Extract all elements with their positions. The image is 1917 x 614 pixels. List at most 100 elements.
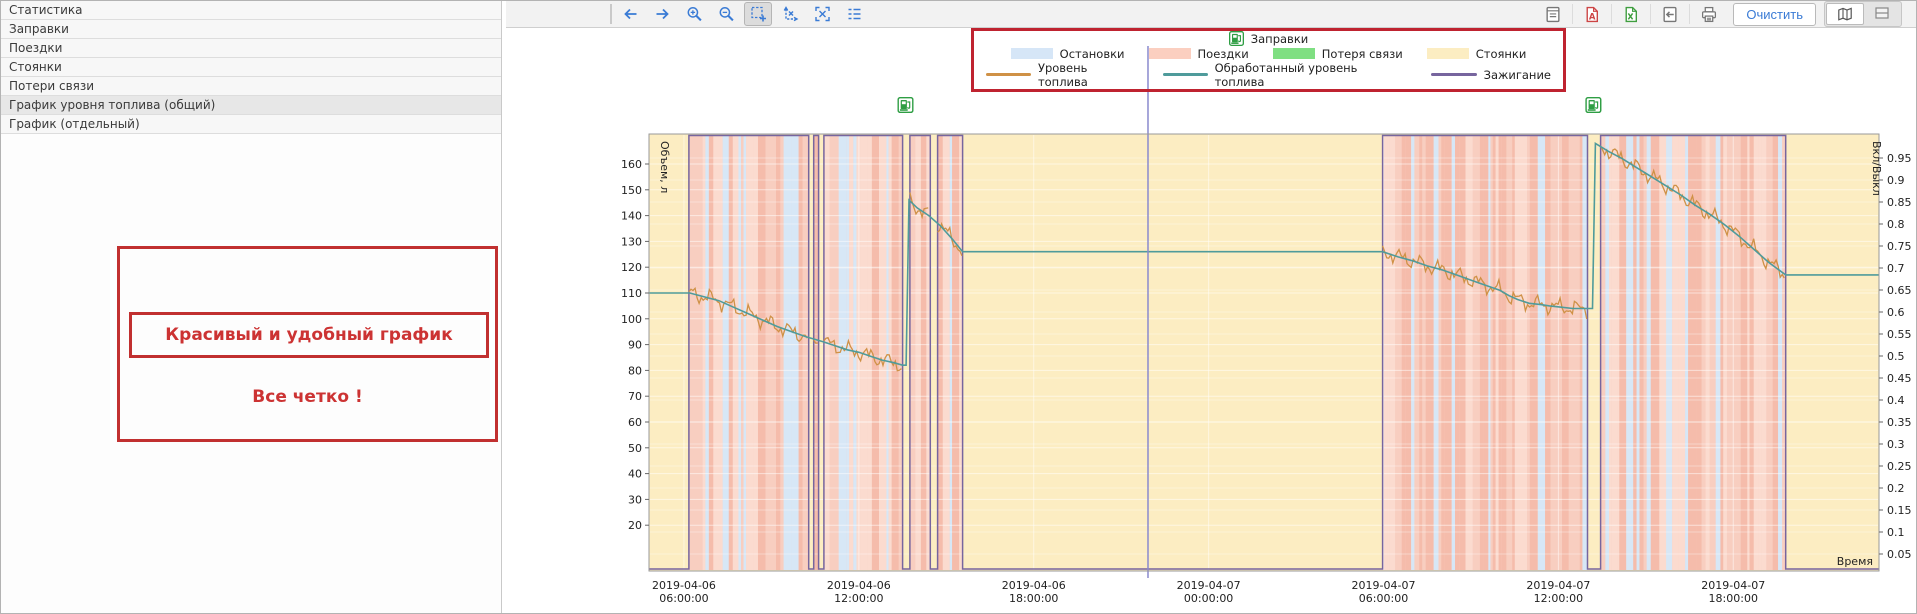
parking-background	[649, 134, 1879, 571]
right-axis-tick-label: 0.25	[1887, 460, 1912, 473]
x-axis-tick-date: 2019-04-07	[1526, 579, 1590, 592]
trip-region	[937, 135, 963, 570]
sidebar-item[interactable]: Потери связи	[1, 77, 501, 96]
fit-screen-icon	[814, 6, 831, 22]
refuel-marker-icon	[1585, 97, 1602, 113]
trip-region	[1600, 135, 1786, 570]
export-excel-icon	[1622, 6, 1640, 23]
trip-region	[823, 135, 903, 570]
refuel-marker-icon	[897, 97, 914, 113]
reset-scale-button[interactable]	[776, 2, 804, 26]
sidebar-item[interactable]: Статистика	[1, 1, 501, 20]
zoom-in-icon	[686, 6, 703, 22]
zoom-selection-button[interactable]	[744, 2, 772, 26]
left-axis-tick-label: 90	[628, 339, 642, 352]
right-axis-tick-label: 0.05	[1887, 548, 1912, 561]
svg-text:A: A	[1589, 12, 1596, 22]
right-axis-tick-label: 0.15	[1887, 504, 1912, 517]
legend-area-item: Потеря связи	[1272, 47, 1403, 61]
fuel-level-raw-series	[823, 336, 902, 372]
legend-line-item: Зажигание	[1430, 67, 1551, 82]
back-arrow-button[interactable]	[616, 2, 644, 26]
legend-refuel-label: Заправки	[1250, 31, 1309, 46]
annotation-line1: Красивый и удобный график	[165, 325, 453, 345]
zoom-out-button[interactable]	[712, 2, 740, 26]
x-axis-tick-date: 2019-04-07	[1352, 579, 1416, 592]
map-view-button[interactable]	[1826, 3, 1864, 25]
chart-toolbar: A Очистить	[506, 1, 1916, 28]
plot-border	[648, 133, 1880, 572]
fuel-pump-icon	[1228, 31, 1244, 47]
legend-swatch	[1010, 48, 1053, 59]
split-view-button[interactable]	[1864, 3, 1900, 23]
x-axis-tick-date: 2019-04-06	[1002, 579, 1066, 592]
chart-settings-button[interactable]	[840, 2, 868, 26]
x-axis-tick-time: 00:00:00	[1184, 592, 1233, 605]
left-axis-tick-label: 100	[621, 313, 642, 326]
print-icon	[1700, 6, 1718, 23]
x-axis-tick-time: 12:00:00	[1534, 592, 1583, 605]
toolbar-separator	[611, 4, 612, 24]
trip-region	[813, 135, 819, 570]
right-axis-tick-label: 0.95	[1887, 152, 1912, 165]
export-pdf-button[interactable]: A	[1578, 2, 1606, 26]
sidebar: Статистика Заправки Поездки Стоянки Потери с…	[1, 1, 502, 613]
sidebar-item[interactable]: График (отдельный)	[1, 115, 501, 134]
zoom-in-button[interactable]	[680, 2, 708, 26]
right-axis-tick-label: 0.6	[1887, 306, 1905, 319]
legend-area-item: Поездки	[1148, 46, 1249, 61]
right-axis-tick-label: 0.85	[1887, 196, 1912, 209]
left-axis-tick-label: 140	[621, 210, 642, 223]
toolbar-separator	[1611, 4, 1613, 24]
sidebar-item[interactable]: Заправки	[1, 20, 501, 39]
view-toggle-group	[1824, 1, 1902, 27]
left-axis-tick-label: 20	[628, 519, 642, 532]
export-excel-button[interactable]	[1617, 2, 1645, 26]
clear-button[interactable]: Очистить	[1733, 2, 1816, 26]
ignition-series	[649, 134, 1879, 570]
chart-settings-icon	[846, 6, 863, 22]
x-axis-title: Время	[1837, 555, 1873, 568]
toolbar-separator	[1689, 4, 1691, 24]
sidebar-item[interactable]: Поездки	[1, 39, 501, 58]
right-axis-tick-label: 0.75	[1887, 240, 1912, 253]
trip-region	[688, 135, 809, 570]
legend-line-sample	[1430, 73, 1477, 77]
x-axis-tick-date: 2019-04-06	[652, 579, 716, 592]
report-button[interactable]	[1539, 2, 1567, 26]
left-axis-tick-label: 30	[628, 493, 642, 506]
map-view-icon	[1836, 6, 1854, 22]
legend-refuel-row: Заправки	[974, 31, 1563, 47]
left-axis-tick-label: 60	[628, 416, 642, 429]
legend-areas-row: Остановки Поездки Потеря связи Стоянки	[974, 47, 1563, 61]
right-axis-tick-label: 0.9	[1887, 174, 1905, 187]
legend-label: Поездки	[1197, 46, 1249, 61]
legend-label: Остановки	[1059, 46, 1125, 61]
forward-arrow-button[interactable]	[648, 2, 676, 26]
toolbar-separator	[1650, 4, 1652, 24]
sidebar-menu: Статистика Заправки Поездки Стоянки Потери с…	[1, 1, 501, 134]
legend-label: Зажигание	[1483, 67, 1551, 82]
sidebar-item[interactable]: График уровня топлива (общий)	[1, 96, 501, 115]
right-axis-tick-label: 0.2	[1887, 482, 1905, 495]
legend-swatch	[1272, 48, 1315, 59]
right-axis-title: Вкл/Выкл	[1870, 141, 1883, 196]
fuel-level-raw-series	[688, 286, 808, 343]
export-file-button[interactable]	[1656, 2, 1684, 26]
right-axis-tick-label: 0.5	[1887, 350, 1905, 363]
fit-screen-button[interactable]	[808, 2, 836, 26]
sidebar-item[interactable]: Стоянки	[1, 58, 501, 77]
right-axis-tick-label: 0.8	[1887, 218, 1905, 231]
x-axis-tick-time: 06:00:00	[659, 592, 708, 605]
left-axis-tick-label: 120	[621, 261, 642, 274]
right-axis-tick-label: 0.1	[1887, 526, 1905, 539]
right-axis-tick-label: 0.45	[1887, 372, 1912, 385]
print-button[interactable]	[1695, 2, 1723, 26]
annotation-box: Красивый и удобный график Все четко !	[117, 246, 498, 442]
legend-label: Уровень топлива	[1037, 60, 1088, 89]
left-axis-tick-label: 160	[621, 158, 642, 171]
legend-line-item: Обработанный уровень топлива	[1162, 61, 1407, 89]
trip-region	[909, 135, 931, 570]
legend-swatch	[1148, 48, 1191, 59]
